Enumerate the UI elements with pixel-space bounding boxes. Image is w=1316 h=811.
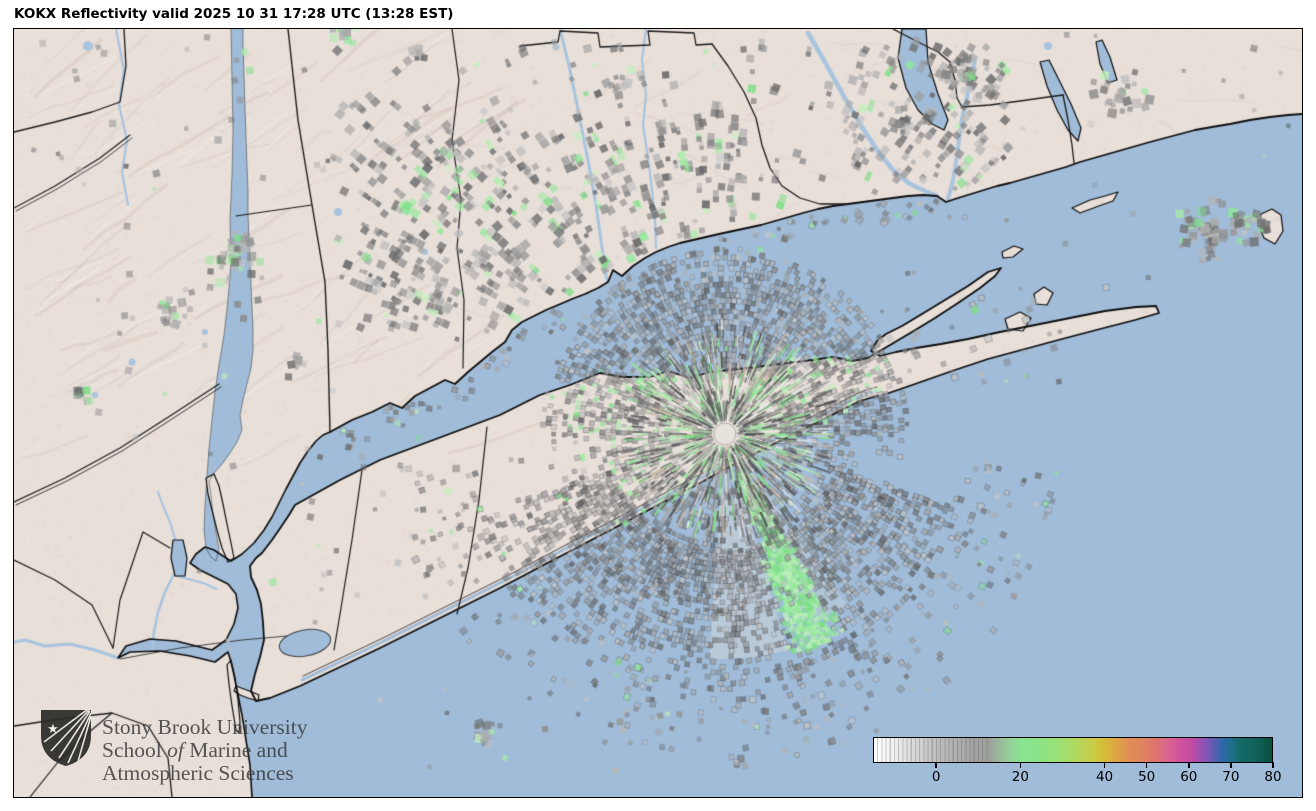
colorbar-tick-mark — [1188, 762, 1190, 768]
colorbar-tick-mark — [1230, 762, 1232, 768]
colorbar-tick-label: 0 — [931, 769, 941, 785]
colorbar-tick-label: 50 — [1138, 769, 1156, 785]
colorbar-tick-label: 20 — [1011, 769, 1029, 785]
colorbar-step-lines — [874, 738, 990, 762]
logo-line-1: Stony Brook University — [102, 715, 308, 739]
radar-map: ★ Stony Brook University School of Marin… — [13, 28, 1303, 798]
reflectivity-colorbar: 0 20 40 50 60 70 80 — [873, 737, 1282, 793]
logo-text: Stony Brook University School of Marine … — [102, 708, 307, 785]
logo-line-2: School of Marine and — [102, 738, 288, 762]
colorbar-tick-mark — [1272, 762, 1274, 768]
colorbar-gradient — [874, 738, 1272, 762]
colorbar-tick-label: 70 — [1222, 769, 1240, 785]
colorbar-bar — [873, 737, 1273, 763]
colorbar-tick-mark — [1145, 762, 1148, 768]
page-title: KOKX Reflectivity valid 2025 10 31 17:28… — [14, 6, 454, 22]
stony-brook-logo: ★ Stony Brook University School of Marin… — [38, 708, 307, 785]
logo-line-3: Atmospheric Sciences — [102, 761, 294, 785]
colorbar-tick-mark — [1103, 762, 1106, 768]
colorbar-tick-label: 80 — [1264, 769, 1282, 785]
radar-map-canvas — [14, 29, 1302, 797]
colorbar-tick-label: 60 — [1180, 769, 1198, 785]
university-shield-icon: ★ — [41, 710, 91, 766]
star-icon: ★ — [47, 722, 59, 737]
colorbar-tick-label: 40 — [1095, 769, 1114, 785]
colorbar-tick-mark — [1019, 762, 1022, 768]
colorbar-tick-mark — [935, 762, 937, 768]
